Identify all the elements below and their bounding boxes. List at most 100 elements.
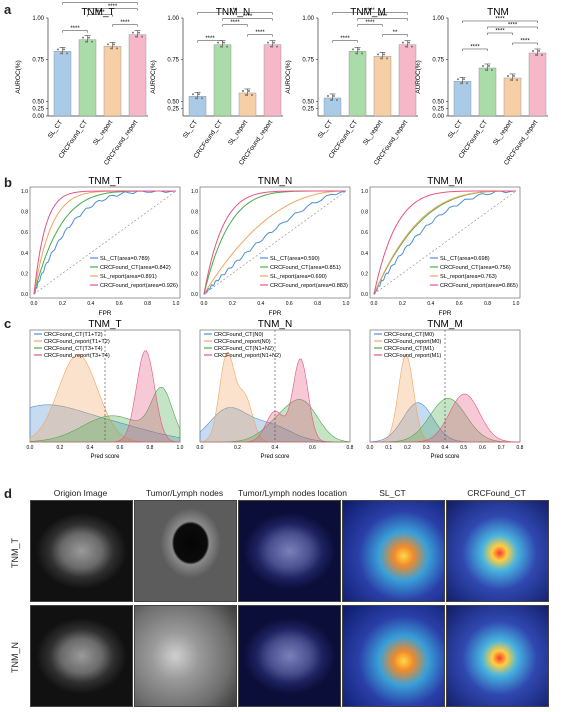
data-point	[538, 49, 540, 52]
bar-chart-2: TNM_MAUROC(%)0.250.500.751.00SL_CTCRCFou…	[285, 7, 418, 167]
panel-label-c: c	[4, 316, 12, 331]
legend-entry: CRCFound_report(N1+N2)	[214, 353, 281, 359]
x-tick-label: 0.2	[229, 301, 236, 307]
legend-entry: SL_report(area=0.891)	[100, 274, 157, 280]
bar-chart-title: TNM	[487, 7, 509, 18]
bar-CRCFound_CT	[78, 39, 97, 117]
legend-entry: CRCFound_report(area=0.865)	[440, 283, 518, 289]
y-tick-label: 0.6	[21, 230, 28, 236]
data-point	[201, 97, 203, 100]
bar-chart-3: TNMAUROC(%)0.000.250.500.751.00SL_CTCRCF…	[415, 7, 548, 167]
y-tick-label: 0.2	[21, 271, 28, 277]
x-tick-label: 0.8	[144, 301, 151, 307]
ct-image-grid: Origion Image Tumor/Lymph nodes Tumor/Lymp…	[0, 485, 564, 712]
roc-curve-0	[203, 190, 347, 296]
column-header-0: Origion Image	[53, 488, 108, 498]
sig-bracket	[222, 18, 273, 21]
data-point	[198, 93, 200, 96]
data-point	[352, 48, 354, 51]
ct-image-tile	[342, 605, 445, 707]
data-point	[245, 93, 247, 96]
column-header-3: SL_CT	[379, 488, 406, 498]
ct-image-tile	[238, 500, 341, 602]
y-tick-label: 0.4	[361, 251, 368, 257]
data-point	[463, 78, 465, 81]
y-tick-label: 0.75	[167, 58, 179, 64]
x-axis-label: FPR	[99, 310, 112, 317]
x-tick-label: 0.0	[27, 445, 34, 451]
sig-bracket	[62, 2, 138, 5]
diagonal-reference	[203, 190, 347, 295]
y-tick-label: 0.6	[361, 230, 368, 236]
panel-label-a: a	[4, 2, 12, 17]
data-point	[466, 82, 468, 85]
y-axis-label: AUROC(%)	[150, 60, 157, 94]
y-tick-label: 0.4	[21, 251, 28, 257]
bar-chart-1: TNM_NAUROC(%)0.250.500.751.00SL_CTCRCFou…	[150, 7, 283, 167]
column-header-2: Tumor/Lymph nodes location	[238, 488, 347, 498]
x-tick-label: 0.6	[479, 445, 486, 451]
bar-SL_report	[503, 77, 522, 117]
bar-SL_report	[238, 92, 257, 117]
legend-entry: CRCFound_report(M1)	[384, 353, 441, 359]
x-tick-label: 0.5	[460, 445, 467, 451]
data-point	[485, 68, 487, 71]
data-point	[273, 41, 275, 44]
x-axis-label: Pred score	[90, 454, 120, 460]
sig-bracket	[462, 20, 538, 23]
sig-label: ****	[378, 14, 388, 20]
density-area-0	[199, 407, 350, 443]
ct-image-tile	[30, 500, 133, 602]
sig-bracket	[62, 30, 88, 33]
x-tick-label: SL_CT	[317, 119, 334, 140]
legend-entry: CRCFound_report(N0)	[214, 339, 271, 345]
data-point	[330, 98, 332, 101]
diagonal-reference	[373, 190, 517, 295]
data-point	[135, 35, 137, 38]
sig-bracket	[332, 40, 358, 43]
x-tick-label: 0.8	[517, 445, 524, 451]
x-axis-label: FPR	[439, 310, 452, 317]
data-point	[195, 97, 197, 100]
x-tick-label: 0.2	[234, 445, 241, 451]
bar-CRCFound_CT	[213, 44, 232, 117]
x-tick-label: 1.0	[173, 301, 180, 307]
x-tick-label: 0.0	[371, 301, 378, 307]
data-point	[411, 45, 413, 48]
sig-bracket	[247, 34, 273, 37]
density-area-2	[370, 398, 520, 443]
roc-frame	[29, 186, 181, 299]
x-tick-label: 0.2	[404, 445, 411, 451]
sig-bracket	[112, 24, 138, 27]
density-title: TNM_T	[88, 319, 121, 330]
row-label-1: TNM_N	[10, 642, 20, 673]
y-tick-label: 0.75	[302, 58, 314, 64]
data-point	[358, 48, 360, 51]
y-tick-label: 0.2	[361, 271, 368, 277]
sig-label: ****	[70, 26, 80, 32]
data-point	[226, 45, 228, 48]
sig-label: ****	[495, 28, 505, 34]
data-point	[488, 64, 490, 67]
density-area-3	[370, 393, 521, 443]
data-point	[386, 57, 388, 60]
data-point	[113, 43, 115, 46]
data-point	[532, 49, 534, 52]
x-tick-label: 0.2	[399, 301, 406, 307]
sig-label: ****	[255, 30, 265, 36]
roc-title: TNM_N	[258, 176, 292, 187]
x-tick-label: 0.4	[87, 301, 94, 307]
data-point	[107, 43, 109, 46]
sig-bracket	[512, 42, 538, 45]
data-point	[192, 93, 194, 96]
data-point	[267, 41, 269, 44]
column-header-4: CRCFound_CT	[467, 488, 526, 498]
data-point	[242, 89, 244, 92]
y-tick-label: 0.25	[167, 107, 179, 113]
legend-entry: CRCFound_report(area=0.926)	[100, 283, 178, 289]
sig-bracket	[222, 24, 248, 27]
x-tick-label: 0.6	[456, 301, 463, 307]
auroc-bar-charts: TNM_TAUROC(%)0.000.250.500.751.00SL_CTCR…	[15, 0, 548, 167]
y-tick-label: 0.8	[191, 210, 198, 216]
sig-bracket	[487, 32, 513, 35]
